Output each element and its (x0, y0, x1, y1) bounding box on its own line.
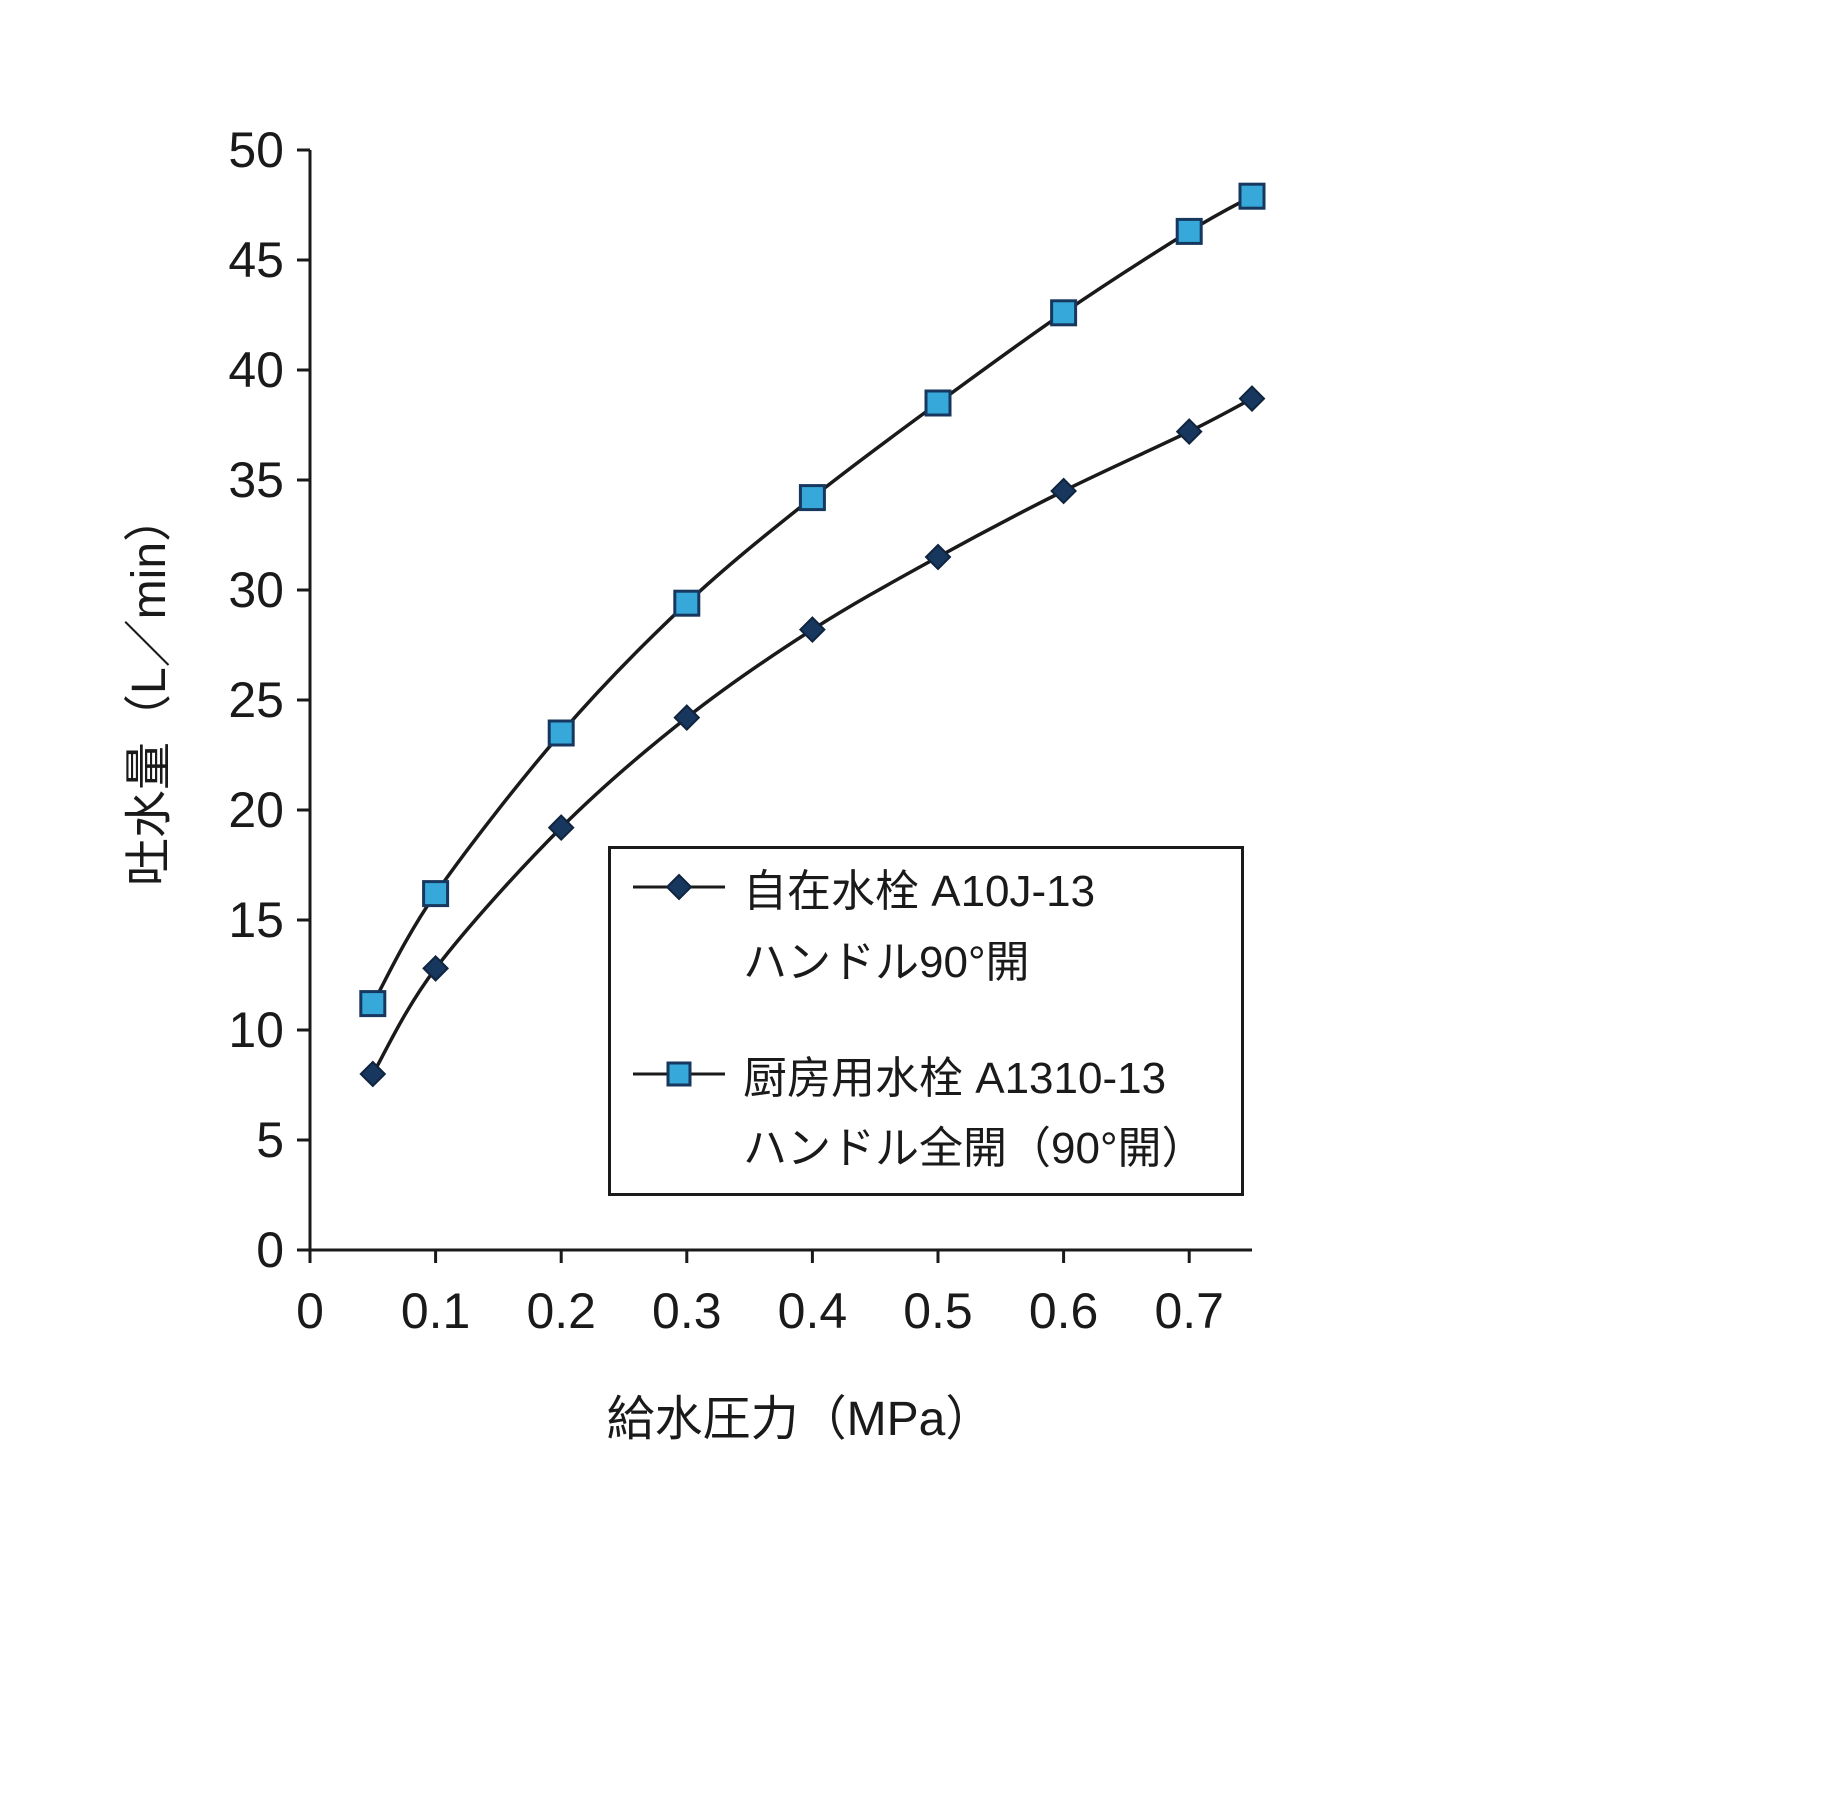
y-tick-label: 30 (228, 562, 284, 618)
x-tick-label: 0.6 (1029, 1283, 1099, 1339)
data-point-diamond (1175, 418, 1203, 446)
data-point-square (673, 589, 701, 617)
x-tick-label: 0.5 (903, 1283, 973, 1339)
data-point-diamond (422, 954, 450, 982)
legend: 自在水栓 A10J-13 ハンドル90°開 厨房用水栓 A1310-13 ハンド… (608, 846, 1244, 1196)
y-tick-label: 25 (228, 672, 284, 728)
legend-label-line: ハンドル全開（90°開） (743, 1124, 1206, 1174)
y-tick-label: 5 (256, 1112, 284, 1168)
legend-entry-label: 厨房用水栓 A1310-13 ハンドル全開（90°開） (743, 1044, 1206, 1185)
x-tick-label: 0 (296, 1283, 324, 1339)
y-tick-label: 20 (228, 782, 284, 838)
y-tick-label: 35 (228, 452, 284, 508)
data-point-diamond (547, 814, 575, 842)
series-line-1 (371, 397, 1253, 1075)
x-tick-label: 0.3 (652, 1283, 722, 1339)
y-tick-label: 45 (228, 232, 284, 288)
x-axis-title: 給水圧力（MPa） (607, 1393, 994, 1446)
data-point-square (422, 880, 450, 908)
data-point-diamond (924, 543, 952, 571)
series-line-2 (371, 194, 1253, 1005)
legend-entry-label: 自在水栓 A10J-13 ハンドル90°開 (743, 857, 1095, 998)
x-tick-label: 0.2 (526, 1283, 596, 1339)
data-point-square (798, 484, 826, 512)
x-tick-label: 0.1 (401, 1283, 471, 1339)
y-axis-title: 吐水量（L／min） (123, 494, 176, 886)
data-point-diamond (673, 704, 701, 732)
data-point-square (924, 389, 952, 417)
data-point-diamond (1050, 477, 1078, 505)
data-point-diamond (359, 1060, 387, 1088)
y-tick-label: 0 (256, 1222, 284, 1278)
data-point-square (1238, 182, 1266, 210)
data-point-diamond (1238, 385, 1266, 413)
y-tick-label: 15 (228, 892, 284, 948)
y-tick-label: 50 (228, 122, 284, 178)
data-point-square (1175, 217, 1203, 245)
legend-label-line: 厨房用水栓 A1310-13 (743, 1054, 1167, 1103)
data-point-square (547, 719, 575, 747)
legend-label-line: 自在水栓 A10J-13 (743, 867, 1096, 917)
x-tick-label: 0.7 (1154, 1283, 1224, 1339)
x-tick-label: 0.4 (778, 1283, 848, 1339)
legend-entry-series-1: 自在水栓 A10J-13 ハンドル90°開 (631, 857, 1241, 998)
plot-group: 0 5 10 15 20 25 30 35 40 45 50 0 0.1 0.2 0.3 0.4 0.5 0.6 0… (228, 122, 1266, 1339)
legend-diamond-shape (665, 873, 693, 901)
data-point-square (359, 990, 387, 1018)
diamond-marker-icon (631, 857, 743, 908)
data-point-diamond (798, 616, 826, 644)
y-tick-label: 10 (228, 1002, 284, 1058)
square-marker-icon (631, 1044, 743, 1095)
legend-square-shape (666, 1061, 692, 1087)
legend-label-line: ハンドル90°開 (743, 937, 1030, 987)
legend-entry-series-2: 厨房用水栓 A1310-13 ハンドル全開（90°開） (631, 1044, 1241, 1185)
data-point-square (1050, 299, 1078, 327)
y-tick-label: 40 (228, 342, 284, 398)
